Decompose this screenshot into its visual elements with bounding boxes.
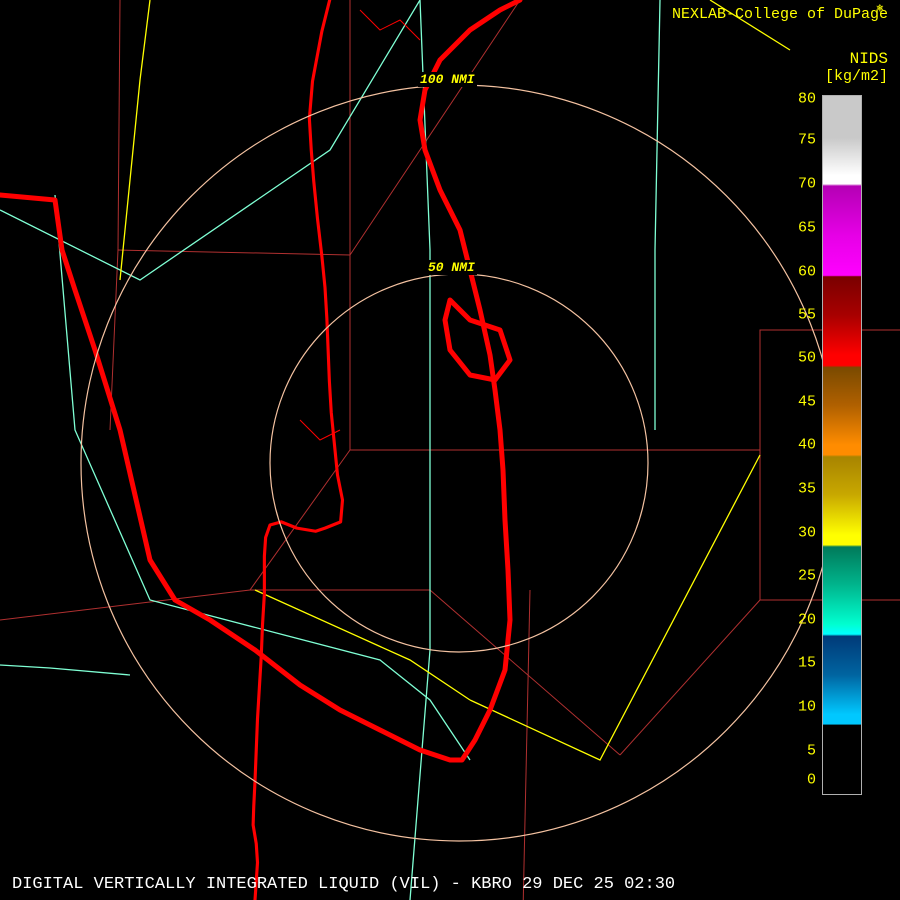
tick-50: 50	[786, 350, 816, 367]
range-ring-layer	[0, 0, 900, 900]
tick-10: 10	[786, 699, 816, 716]
footer-title: DIGITAL VERTICALLY INTEGRATED LIQUID (VI…	[12, 875, 675, 894]
range-ring-50nmi	[270, 274, 648, 652]
colorbar-gradient	[822, 95, 862, 795]
tick-65: 65	[786, 220, 816, 237]
tick-80: 80	[786, 91, 816, 108]
range-label-50nmi: 50 NMI	[426, 260, 477, 275]
radar-logo-icon: ⎈	[876, 2, 890, 16]
range-ring-100nmi	[81, 85, 837, 841]
header-title: NEXLAB-College of DuPage	[672, 6, 888, 23]
tick-25: 25	[786, 568, 816, 585]
range-label-100nmi: 100 NMI	[418, 72, 477, 87]
colorbar-container[interactable]	[822, 95, 862, 795]
unit-label: NIDS [kg/m2]	[825, 50, 888, 85]
tick-60: 60	[786, 264, 816, 281]
radar-map-stage: 100 NMI 50 NMI NEXLAB-College of DuPage …	[0, 0, 900, 900]
unit-label-kgm2: [kg/m2]	[825, 68, 888, 85]
tick-40: 40	[786, 437, 816, 454]
tick-45: 45	[786, 394, 816, 411]
tick-75: 75	[786, 132, 816, 149]
tick-20: 20	[786, 612, 816, 629]
tick-30: 30	[786, 525, 816, 542]
tick-5: 5	[786, 743, 816, 760]
tick-15: 15	[786, 655, 816, 672]
tick-55: 55	[786, 307, 816, 324]
tick-35: 35	[786, 481, 816, 498]
unit-label-nids: NIDS	[825, 50, 888, 68]
tick-0: 0	[786, 772, 816, 789]
tick-70: 70	[786, 176, 816, 193]
